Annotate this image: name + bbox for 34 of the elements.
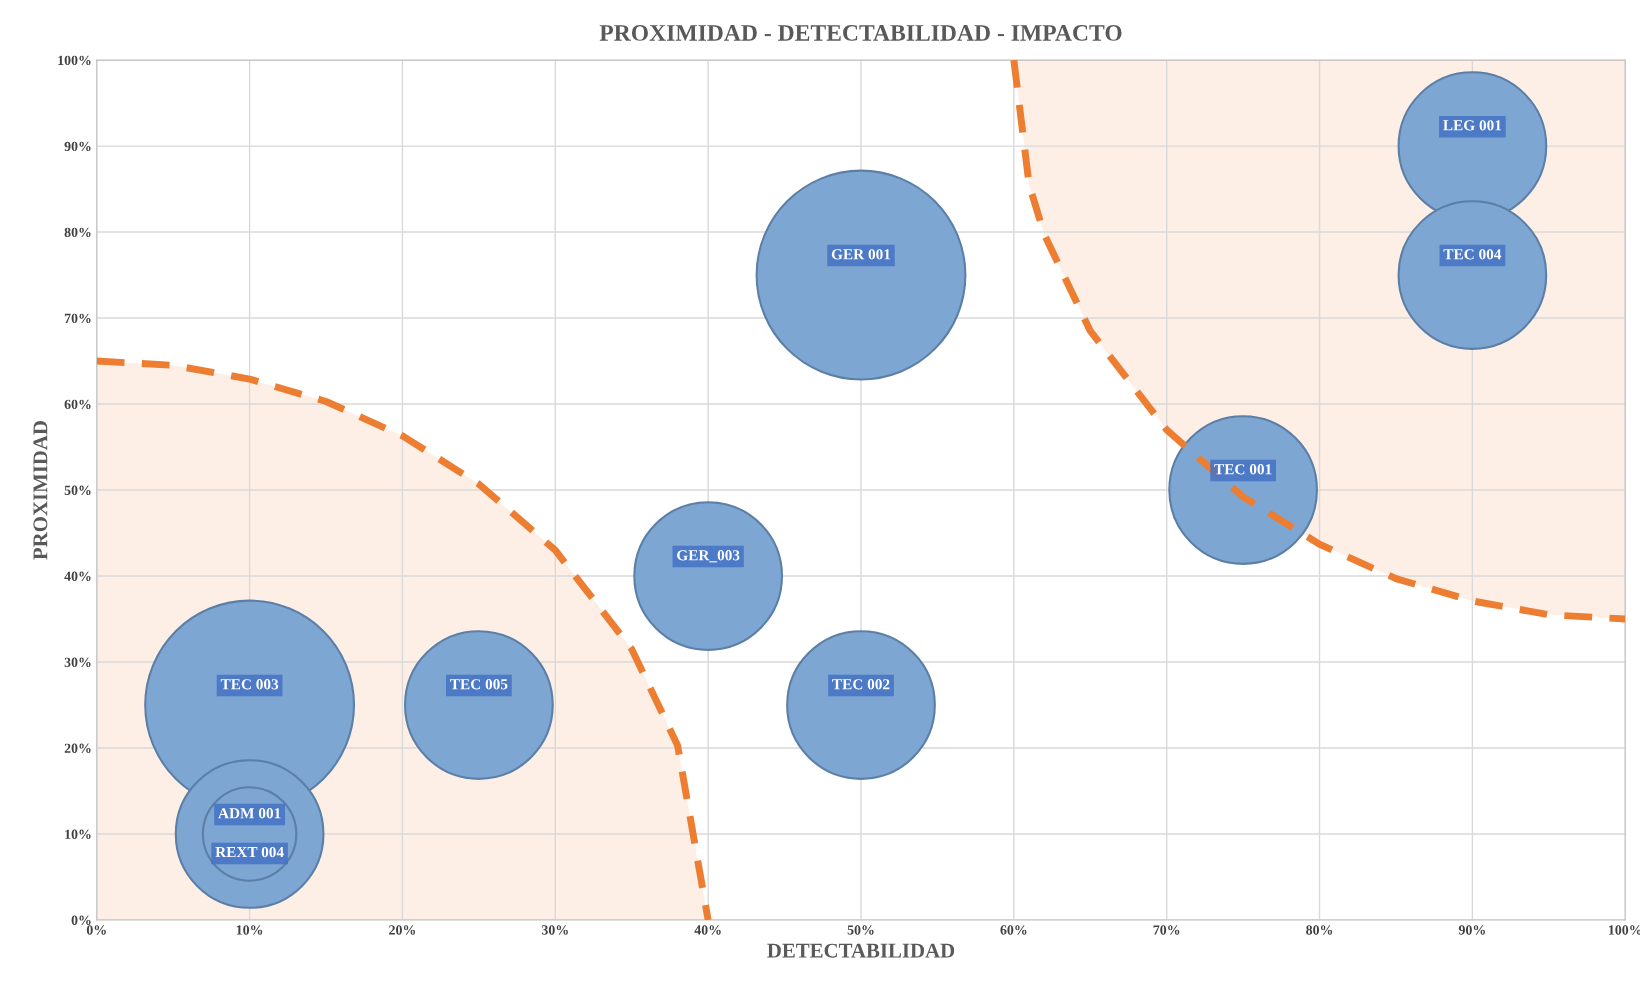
- y-tick-label: 10%: [65, 829, 91, 839]
- x-tick-label: 10%: [236, 925, 263, 935]
- annotation: GER_003: [677, 550, 740, 563]
- y-tick-label: 90%: [64, 141, 91, 152]
- chart-title: PROXIMIDAD - DETECTABILIDAD - IMPACTO: [599, 25, 1122, 41]
- x-tick-label: 50%: [847, 925, 874, 935]
- annotation: TEC 002: [832, 679, 890, 690]
- annotation: REXT 004: [215, 846, 284, 858]
- y-tick-label: 20%: [64, 743, 91, 754]
- y-tick-label: 60%: [64, 399, 91, 410]
- annotation: TEC 005: [450, 679, 508, 690]
- y-tick-label: 80%: [64, 227, 91, 238]
- y-tick-label: 50%: [64, 485, 91, 496]
- y-axis-title: PROXIMIDAD: [33, 421, 48, 560]
- x-tick-label: 60%: [1000, 925, 1027, 935]
- x-tick-label: 0%: [86, 925, 106, 935]
- x-tick-label: 90%: [1458, 925, 1485, 935]
- x-tick-label: 70%: [1153, 925, 1180, 935]
- annotation: LEG 001: [1443, 120, 1502, 131]
- y-tick-label: 40%: [64, 571, 91, 582]
- x-tick-label: 20%: [389, 925, 416, 935]
- x-tick-label: 30%: [541, 925, 568, 935]
- x-axis-title: DETECTABILIDAD: [767, 943, 955, 958]
- y-tick-label: 30%: [64, 657, 91, 668]
- y-tick-label: 70%: [64, 313, 91, 324]
- x-tick-label: 40%: [694, 925, 721, 935]
- annotation: ADM 001: [218, 808, 281, 819]
- annotation: TEC 003: [220, 679, 279, 690]
- y-tick-label: 0%: [71, 915, 91, 925]
- annotation: TEC 001: [1214, 464, 1272, 475]
- x-tick-label: 80%: [1306, 925, 1333, 935]
- y-tick-label: 100%: [58, 55, 91, 66]
- annotation: GER 001: [831, 249, 891, 260]
- annotation: TEC 004: [1443, 249, 1502, 260]
